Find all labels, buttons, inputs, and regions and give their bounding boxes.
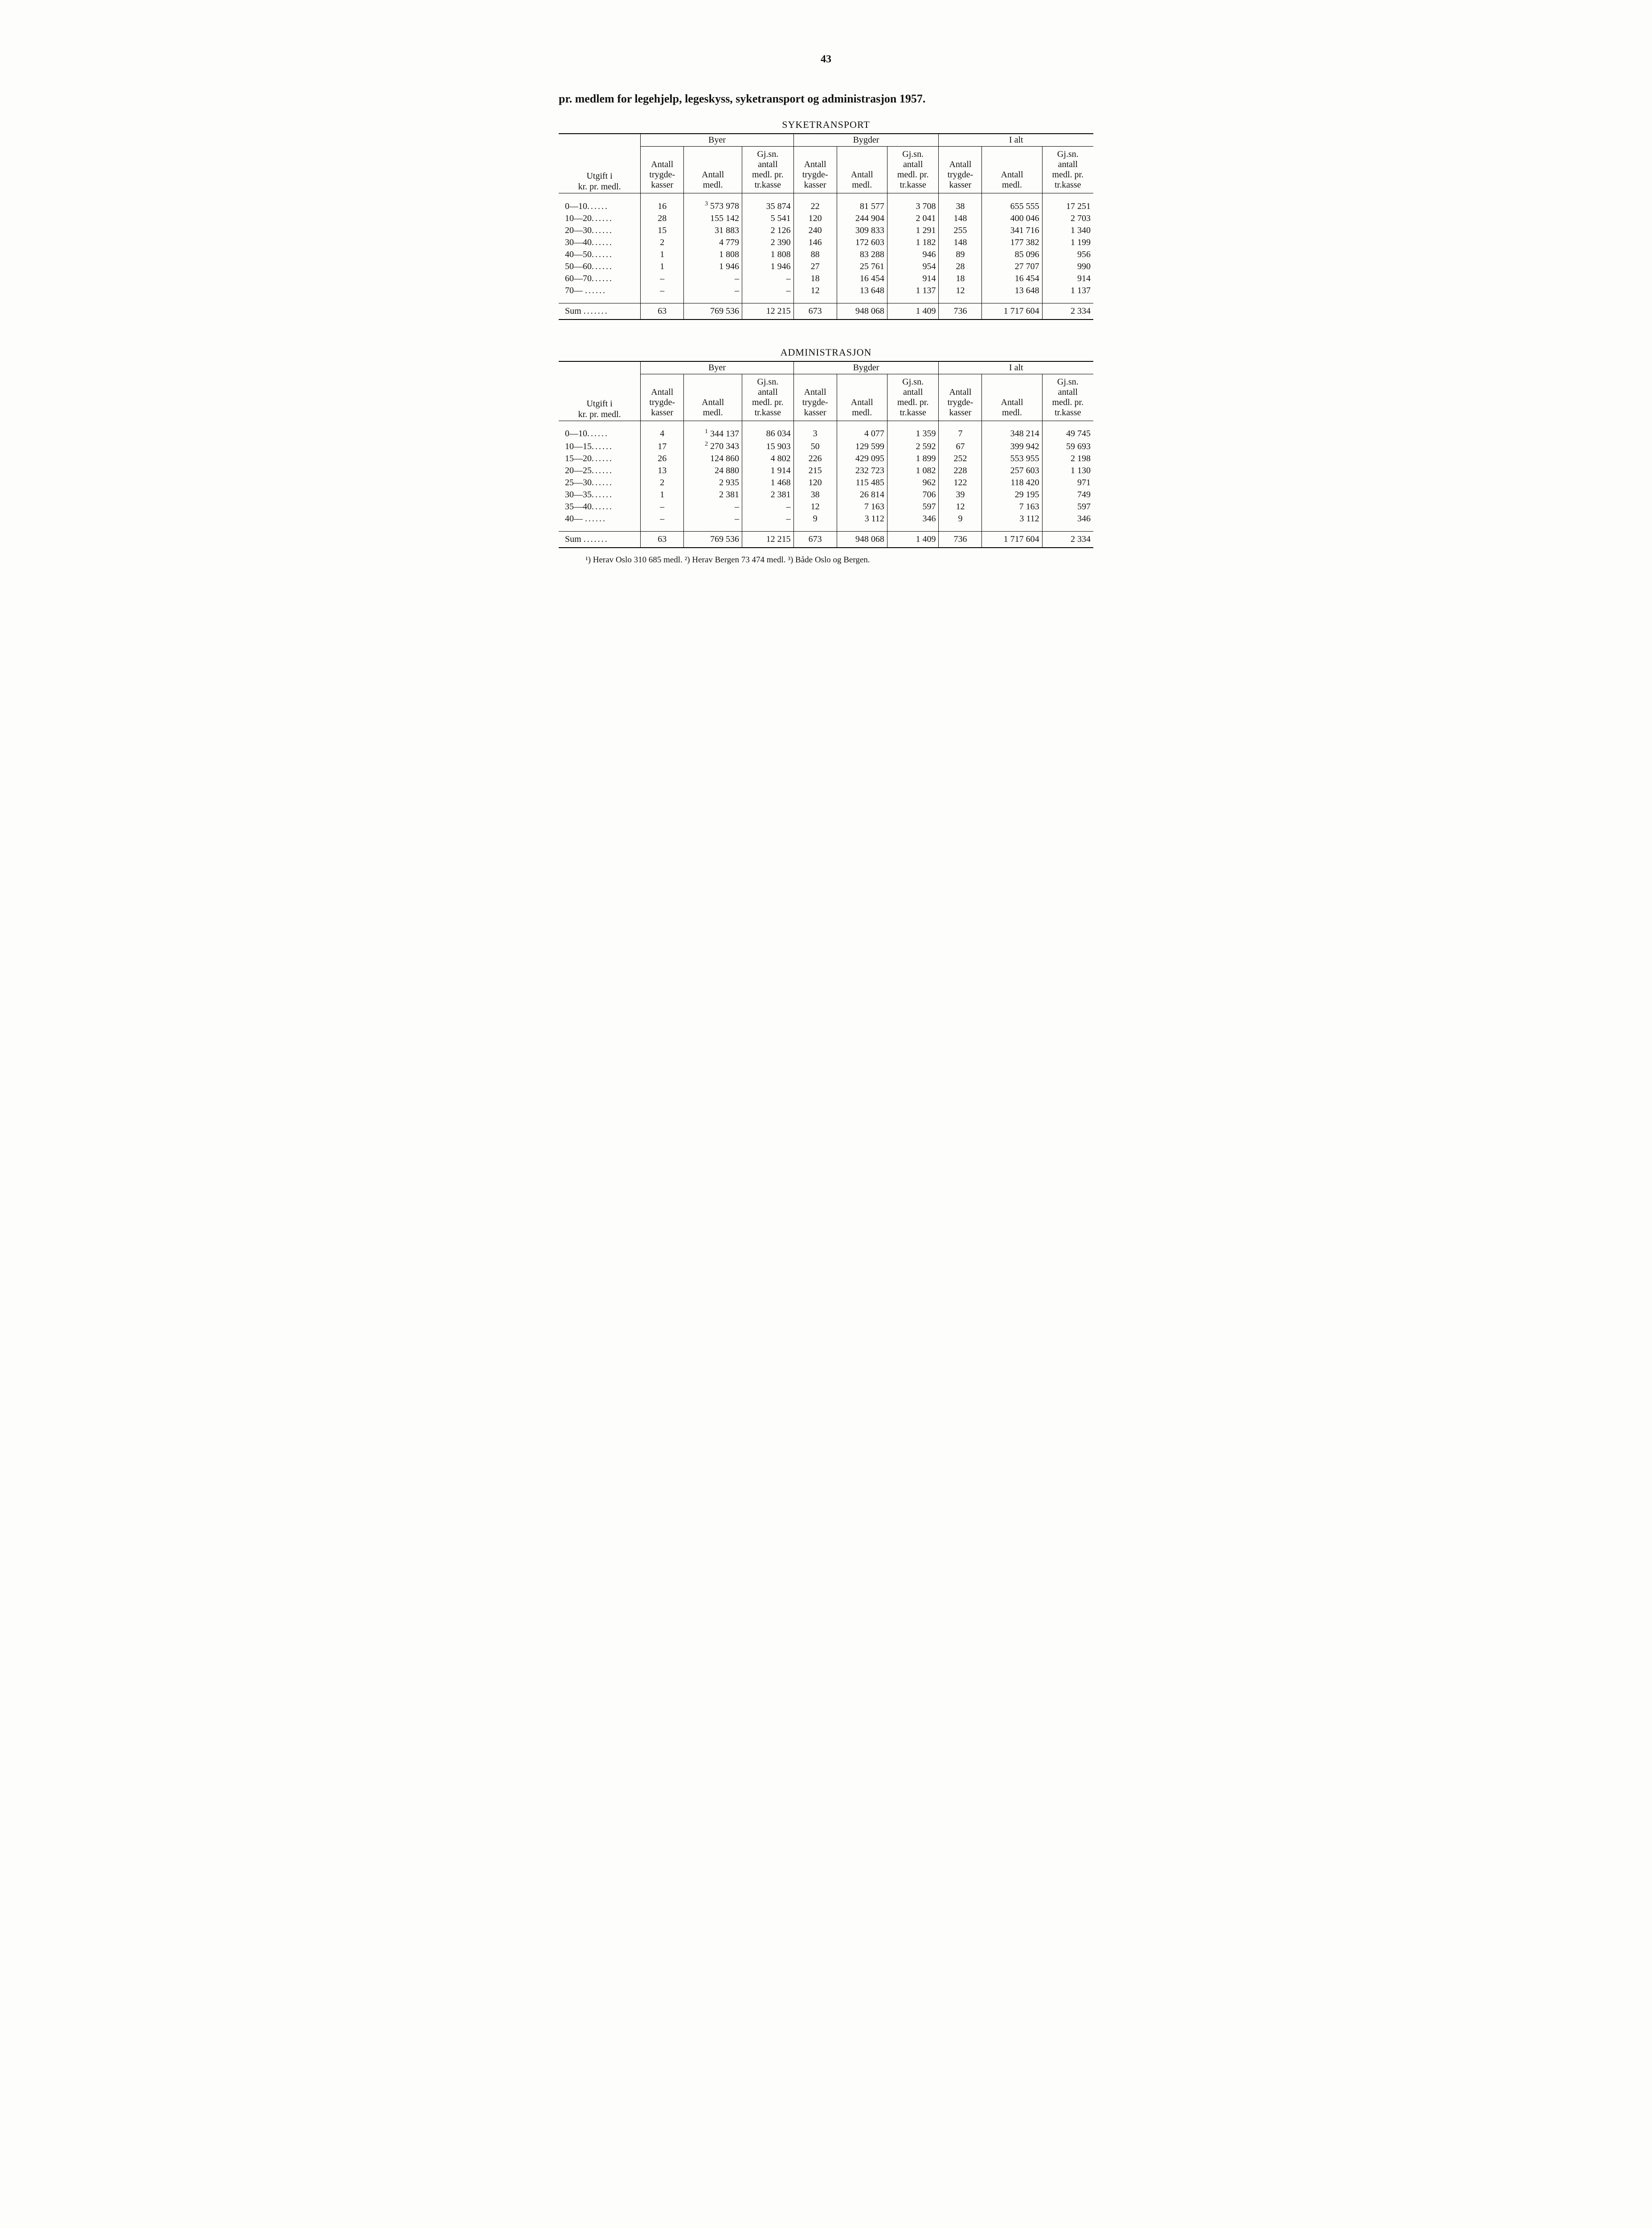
page: 43 pr. medlem for legehjelp, legeskyss, …: [559, 53, 1093, 565]
table-row: 60—70–––1816 4549141816 454914: [559, 273, 1093, 285]
table-row: 0—10163 573 97835 8742281 5773 70838655 …: [559, 200, 1093, 213]
table-row: 0—1041 344 13786 03434 0771 3597348 2144…: [559, 427, 1093, 440]
table-row: 15—2026124 8604 802226429 0951 899252553…: [559, 453, 1093, 465]
table-row: 25—3022 9351 468120115 485962122118 4209…: [559, 477, 1093, 489]
col-group-bygder: Bygder: [793, 134, 939, 147]
adm-title: ADMINISTRASJON: [559, 347, 1093, 358]
sum-row: Sum 63769 53612 215673948 0681 4097361 7…: [559, 303, 1093, 319]
col-group-ialt: I alt: [939, 134, 1093, 147]
page-title: pr. medlem for legehjelp, legeskyss, syk…: [559, 92, 1093, 106]
syk-table: Utgift i kr. pr. medl. Byer Bygder I alt…: [559, 133, 1093, 320]
table-row: 20—301531 8832 126240309 8331 291255341 …: [559, 225, 1093, 237]
syk-title: SYKETRANSPORT: [559, 119, 1093, 131]
adm-table: Utgift i kr. pr. medl. Byer Bygder I alt…: [559, 361, 1093, 548]
table-row: 10—2028155 1425 541120244 9042 041148400…: [559, 213, 1093, 225]
col-group-byer: Byer: [641, 134, 793, 147]
footnotes: ¹) Herav Oslo 310 685 medl. ²) Herav Ber…: [559, 555, 1093, 565]
stub-label: Utgift i: [586, 171, 612, 181]
table-row: 40— –––93 11234693 112346: [559, 513, 1093, 525]
sum-row: Sum 63769 53612 215673948 0681 4097361 7…: [559, 531, 1093, 548]
table-row: 40—5011 8081 8088883 2889468985 096956: [559, 249, 1093, 261]
table-row: 10—15172 270 34315 90350129 5992 5926739…: [559, 440, 1093, 453]
table-row: 70— –––1213 6481 1371213 6481 137: [559, 285, 1093, 297]
table-row: 50—6011 9461 9462725 7619542827 707990: [559, 261, 1093, 273]
page-number: 43: [559, 53, 1093, 66]
table-row: 20—251324 8801 914215232 7231 082228257 …: [559, 465, 1093, 477]
table-row: 30—4024 7792 390146172 6031 182148177 38…: [559, 237, 1093, 249]
table-row: 35—40–––127 163597127 163597: [559, 501, 1093, 513]
stub-label: kr. pr. medl.: [578, 182, 621, 192]
table-row: 30—3512 3812 3813826 8147063929 195749: [559, 489, 1093, 501]
